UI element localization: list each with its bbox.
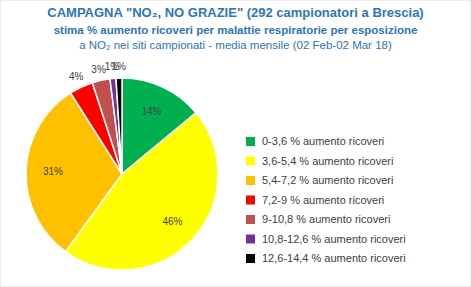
legend-swatch — [246, 137, 255, 146]
data-labels: 14%46%31%4%3%1%1% — [43, 61, 183, 227]
subtitle: stima % aumento ricoveri per malattie re… — [54, 24, 418, 36]
legend: 0-3,6 % aumento ricoveri 3,6-5,4 % aument… — [246, 135, 406, 264]
subtitle: a NO₂ nei siti campionati - media mensil… — [79, 39, 392, 51]
pie — [26, 78, 218, 270]
legend-label: 10,8-12,6 % aumento ricoveri — [262, 233, 406, 245]
legend-swatch — [246, 235, 255, 244]
pie-slice — [110, 78, 122, 174]
title: CAMPAGNA "NO₂, NO GRAZIE" (292 campionat… — [47, 5, 423, 20]
data-label: 14% — [141, 106, 161, 117]
legend-swatch — [246, 215, 255, 224]
legend-swatch — [246, 176, 255, 185]
data-label: 31% — [43, 166, 63, 177]
legend-label: 5,4-7,2 % aumento ricoveri — [262, 174, 393, 186]
legend-label: 9-10,8 % aumento ricoveri — [262, 213, 390, 225]
legend-swatch — [246, 157, 255, 166]
legend-swatch — [246, 254, 255, 263]
pie-slice — [92, 79, 122, 174]
legend-swatch — [246, 196, 255, 205]
data-label: 1% — [111, 61, 126, 72]
data-label: 46% — [162, 216, 182, 227]
chart: CAMPAGNA "NO₂, NO GRAZIE" (292 campionat… — [0, 0, 471, 287]
data-label: 4% — [69, 71, 84, 82]
pie-slice — [116, 78, 122, 174]
legend-label: 12,6-14,4 % aumento ricoveri — [262, 252, 406, 264]
legend-label: 3,6-5,4 % aumento ricoveri — [262, 155, 393, 167]
legend-label: 7,2-9 % aumento ricoveri — [262, 194, 384, 206]
background — [0, 0, 471, 287]
legend-label: 0-3,6 % aumento ricoveri — [262, 135, 384, 147]
